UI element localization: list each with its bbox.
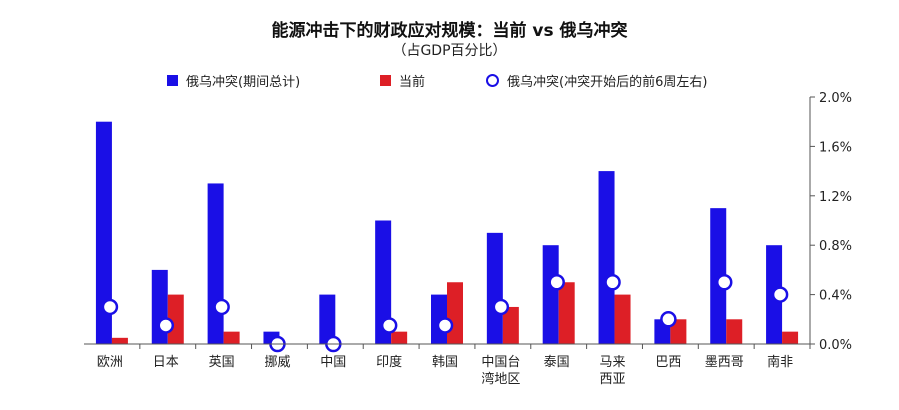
marker-conflict-6w-0 bbox=[101, 298, 119, 316]
bar-conflict-total-9 bbox=[598, 171, 615, 344]
chart-legend: 俄乌冲突(期间总计) 当前 俄乌冲突(冲突开始后的前6周左右) bbox=[0, 70, 899, 90]
legend-swatch-conflict-total bbox=[167, 74, 178, 86]
category-label-9: 马来西亚 bbox=[600, 355, 626, 387]
bar-conflict-total-7 bbox=[486, 232, 503, 344]
bar-conflict-total-2 bbox=[207, 183, 224, 344]
bar-current-2 bbox=[223, 331, 240, 344]
category-labels-group: 欧洲 日本 英国 挪威 中国 印度 韩国 中国台湾地区 泰国 马来西亚 巴西 墨西哥 南非 bbox=[97, 354, 793, 387]
bar-conflict-total-5 bbox=[375, 220, 392, 344]
marker-conflict-6w-9 bbox=[604, 274, 621, 291]
legend-swatch-conflict-6w bbox=[486, 73, 499, 87]
bar-current-6 bbox=[447, 282, 463, 344]
legend-item-conflict-total: 俄乌冲突(期间总计) bbox=[167, 70, 300, 90]
chart-subtitle: （占GDP百分比） bbox=[392, 43, 507, 59]
marker-conflict-6w-11 bbox=[715, 274, 733, 291]
bar-conflict-total-11 bbox=[710, 208, 727, 344]
bar-current-11 bbox=[726, 319, 743, 344]
category-label-8: 泰国 bbox=[544, 355, 570, 370]
y-tick-label-3: 1.2% bbox=[819, 190, 852, 205]
bar-current-0 bbox=[111, 337, 128, 344]
category-label-7: 中国台湾地区 bbox=[481, 355, 520, 387]
category-label-5: 印度 bbox=[376, 354, 402, 370]
bar-current-1 bbox=[167, 294, 184, 344]
category-label-6: 韩国 bbox=[432, 355, 458, 370]
bar-current-7 bbox=[502, 306, 519, 344]
category-label-0: 欧洲 bbox=[97, 355, 123, 370]
y-tick-label-4: 1.6% bbox=[819, 140, 852, 155]
category-label-3: 挪威 bbox=[264, 355, 290, 370]
bars-group bbox=[95, 121, 799, 344]
marker-conflict-6w-12 bbox=[771, 286, 789, 303]
y-tick-label-0: 0.0% bbox=[819, 338, 852, 353]
marker-conflict-6w-5 bbox=[380, 317, 398, 334]
bar-conflict-total-0 bbox=[95, 121, 112, 344]
bar-current-10 bbox=[670, 319, 687, 344]
marker-conflict-6w-10 bbox=[660, 311, 677, 328]
chart-title: 能源冲击下的财政应对规模：当前 vs 俄乌冲突 bbox=[271, 21, 628, 41]
category-label-10: 巴西 bbox=[655, 355, 681, 370]
legend-label-conflict-6w: 俄乌冲突(冲突开始后的前6周左右) bbox=[507, 74, 708, 90]
marker-conflict-6w-2 bbox=[213, 298, 230, 316]
bar-current-12 bbox=[782, 331, 799, 344]
bar-conflict-total-8 bbox=[542, 245, 559, 344]
category-label-12: 南非 bbox=[767, 354, 793, 370]
bar-current-9 bbox=[614, 294, 631, 344]
legend-swatch-current bbox=[380, 74, 391, 86]
legend-label-conflict-total: 俄乌冲突(期间总计) bbox=[186, 74, 301, 90]
y-tick-label-1: 0.4% bbox=[819, 289, 852, 304]
marker-conflict-6w-1 bbox=[157, 317, 175, 334]
marker-conflict-6w-8 bbox=[548, 274, 565, 291]
legend-label-current: 当前 bbox=[399, 74, 426, 90]
axes-group: 0.0% 0.4% 0.8% 1.2% 1.6% 2.0% bbox=[84, 91, 852, 353]
category-label-1: 日本 bbox=[153, 355, 179, 370]
bar-current-5 bbox=[391, 331, 408, 344]
category-label-11: 墨西哥 bbox=[705, 355, 744, 370]
category-label-2: 英国 bbox=[209, 355, 235, 370]
y-tick-label-2: 0.8% bbox=[819, 239, 852, 254]
legend-item-conflict-6w: 俄乌冲突(冲突开始后的前6周左右) bbox=[486, 70, 707, 90]
bar-current-8 bbox=[558, 282, 575, 344]
bar-conflict-total-4 bbox=[319, 294, 336, 344]
y-tick-label-5: 2.0% bbox=[819, 91, 852, 106]
marker-conflict-6w-6 bbox=[436, 317, 454, 334]
legend-item-current: 当前 bbox=[380, 70, 425, 90]
category-label-4: 中国 bbox=[320, 355, 346, 370]
marker-conflict-6w-7 bbox=[492, 298, 510, 316]
markers-group bbox=[101, 274, 789, 353]
